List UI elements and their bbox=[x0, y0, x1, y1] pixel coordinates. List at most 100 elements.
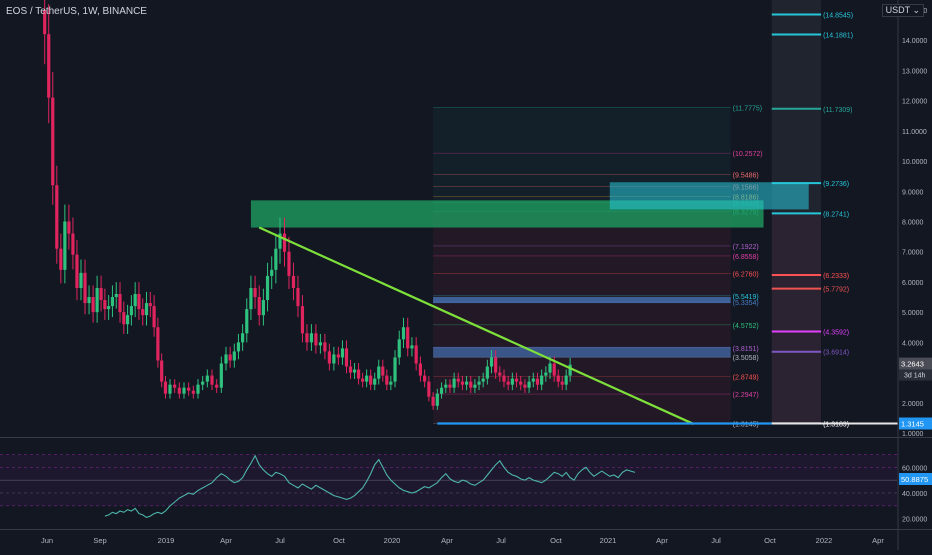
projection-level-label: (3.6914) bbox=[823, 350, 849, 357]
candle-body bbox=[103, 300, 107, 310]
time-tick-label: 2020 bbox=[384, 536, 401, 545]
candle-body bbox=[196, 384, 200, 394]
candle-body bbox=[519, 381, 523, 385]
symbol-title[interactable]: EOS / TetherUS, 1W, BINANCE bbox=[6, 6, 147, 17]
time-tick-label: 2022 bbox=[816, 536, 833, 545]
zone-blue-lower bbox=[433, 346, 731, 358]
candle-body bbox=[270, 269, 274, 276]
projection-level-label: (11.7309) bbox=[823, 107, 852, 114]
fib-level-label: (5.3354) bbox=[733, 300, 759, 307]
candle-body bbox=[47, 34, 51, 98]
candle-body bbox=[43, 10, 47, 35]
candle-body bbox=[523, 384, 527, 388]
candle-body bbox=[282, 233, 287, 252]
candle-body bbox=[556, 375, 560, 382]
projection-level-label: (8.2741) bbox=[823, 211, 849, 218]
time-tick-label: Oct bbox=[550, 536, 563, 545]
price-tick-label: 11.0000 bbox=[902, 129, 927, 136]
fib-level-label: (3.5058) bbox=[733, 355, 759, 362]
candle-body bbox=[287, 251, 291, 276]
time-tick-label: Apr bbox=[656, 536, 668, 545]
candle-body bbox=[535, 378, 540, 385]
candle-body bbox=[144, 303, 149, 316]
candle-body bbox=[439, 387, 444, 394]
candle-body bbox=[340, 348, 345, 358]
rsi-tick-label: 20.0000 bbox=[902, 517, 927, 524]
candle-body bbox=[55, 185, 59, 249]
fib-level-label: (3.8151) bbox=[733, 346, 759, 353]
candle-body bbox=[552, 363, 556, 376]
candle-body bbox=[423, 375, 427, 382]
candle-body bbox=[163, 381, 168, 394]
price-tick-label: 10.0000 bbox=[902, 159, 927, 166]
price-tick-label: 14.0000 bbox=[902, 38, 927, 45]
candle-body bbox=[205, 375, 209, 382]
candles bbox=[43, 0, 572, 410]
candle-body bbox=[129, 306, 133, 316]
candle-body bbox=[323, 342, 327, 352]
candle-body bbox=[67, 221, 71, 234]
fib-level-label: (7.1922) bbox=[733, 244, 759, 251]
candle-body bbox=[489, 357, 494, 367]
candle-body bbox=[309, 333, 314, 343]
candle-body bbox=[187, 387, 191, 391]
candle-body bbox=[336, 354, 340, 358]
price-axis[interactable]: 15.000014.000013.000012.000011.000010.00… bbox=[897, 0, 932, 550]
price-tick-label: 6.0000 bbox=[902, 280, 924, 287]
candle-body bbox=[318, 342, 323, 346]
rsi-panel bbox=[0, 454, 897, 519]
fib-level-label: (9.5486) bbox=[733, 173, 759, 180]
projection-level-label: (14.1881) bbox=[823, 32, 853, 39]
candle-body bbox=[79, 272, 83, 288]
candle-body bbox=[348, 366, 353, 373]
time-tick-label: Jul bbox=[275, 536, 285, 545]
candle-body bbox=[137, 294, 141, 310]
candle-body bbox=[527, 381, 531, 388]
candle-body bbox=[249, 287, 253, 310]
price-tick-label: 2.0000 bbox=[902, 401, 924, 408]
price-tick-label: 8.0000 bbox=[902, 220, 924, 227]
candle-body bbox=[548, 363, 552, 373]
candle-body bbox=[314, 333, 318, 346]
time-tick-label: Apr bbox=[441, 536, 453, 545]
rsi-value-badge bbox=[899, 473, 932, 486]
candle-body bbox=[389, 381, 393, 385]
candle-body bbox=[87, 297, 91, 304]
candle-body bbox=[210, 375, 214, 385]
currency-selector[interactable]: USDT ⌄ bbox=[881, 4, 924, 17]
candle-body bbox=[427, 381, 431, 397]
time-axis[interactable]: Jun Sep 2019 Apr Jul Oct 2020 Apr Jul Oct 2021 Apr J… bbox=[0, 529, 932, 546]
fib-level-label: (2.8749) bbox=[733, 374, 759, 381]
candle-body bbox=[177, 387, 181, 394]
candle-body bbox=[133, 294, 137, 307]
resistance-zone-teal bbox=[609, 182, 809, 210]
candle-body bbox=[160, 360, 164, 382]
candle-body bbox=[63, 221, 67, 270]
candle-body bbox=[141, 309, 145, 316]
candle-body bbox=[99, 287, 103, 301]
fib-level-label: (1.3145) bbox=[733, 422, 759, 429]
candle-body bbox=[460, 381, 465, 385]
candle-body bbox=[498, 372, 502, 376]
fib-level-label: (4.5752) bbox=[733, 323, 759, 330]
candle-body bbox=[91, 297, 95, 313]
support-price-badge bbox=[899, 417, 932, 430]
candle-body bbox=[397, 339, 401, 358]
time-tick-label: Jul bbox=[711, 536, 721, 545]
projection-level-label: (14.8545) bbox=[823, 13, 853, 20]
candle-body bbox=[83, 272, 87, 304]
countdown-label: 3d 14h bbox=[904, 373, 926, 380]
candle-body bbox=[125, 315, 130, 325]
candle-body bbox=[456, 378, 460, 382]
candle-body bbox=[201, 381, 205, 385]
candle-body bbox=[168, 384, 172, 394]
candle-body bbox=[381, 366, 385, 376]
candle-body bbox=[107, 306, 111, 310]
countdown-badge bbox=[899, 369, 932, 381]
candle-body bbox=[369, 375, 373, 385]
candle-body bbox=[464, 381, 469, 385]
candle-body bbox=[564, 375, 568, 385]
candle-body bbox=[485, 366, 489, 379]
